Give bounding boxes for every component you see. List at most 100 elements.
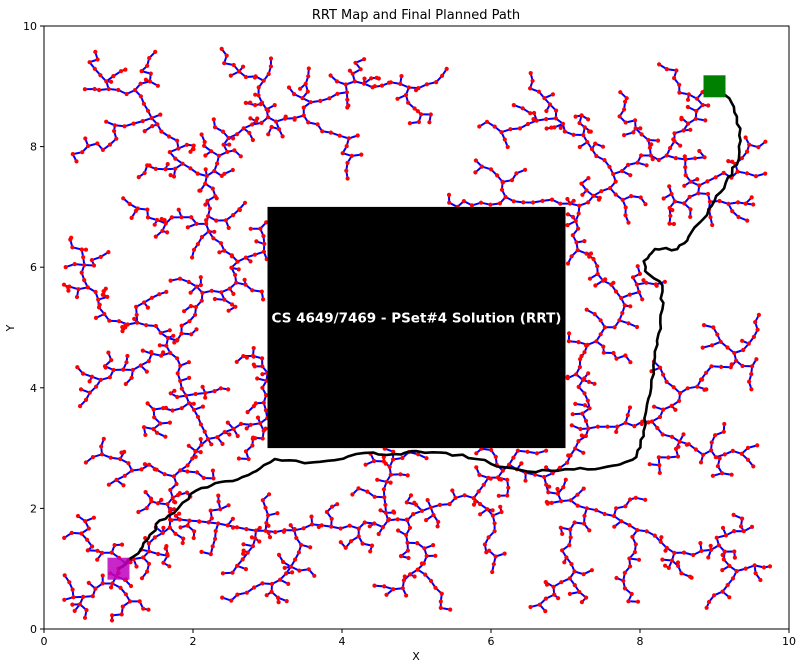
tree-node <box>90 544 95 549</box>
tree-node <box>758 577 763 583</box>
tree-node <box>146 359 151 364</box>
tree-node <box>81 594 86 600</box>
tree-node <box>478 200 484 205</box>
tree-node <box>312 573 317 578</box>
tree-node <box>569 562 574 567</box>
tree-node <box>180 161 185 166</box>
tree-node <box>688 179 693 184</box>
tree-node <box>577 589 582 595</box>
tree-node <box>264 220 269 225</box>
tree-node <box>344 90 349 95</box>
tree-node <box>231 213 236 218</box>
tree-node <box>151 407 156 412</box>
tree-node <box>573 218 578 224</box>
tree-node <box>499 187 505 192</box>
tree-node <box>103 365 108 370</box>
tree-node <box>175 394 180 400</box>
tree-node <box>626 599 631 604</box>
tree-node <box>109 618 115 623</box>
tree-node <box>519 461 524 466</box>
tree-node <box>641 278 646 283</box>
tree-node <box>428 112 433 117</box>
tree-node <box>687 194 692 199</box>
tree-node <box>644 163 649 168</box>
plot-frame <box>43 25 790 630</box>
tree-node <box>511 103 516 108</box>
tree-node <box>294 535 299 541</box>
tree-node <box>246 456 251 462</box>
tree-node <box>627 523 632 528</box>
tree-node <box>723 533 729 538</box>
tree-node <box>376 531 381 537</box>
tree-node <box>577 203 582 208</box>
tree-node <box>101 292 106 297</box>
tree-node <box>334 79 339 84</box>
tree-node <box>218 241 224 246</box>
tree-node <box>146 541 151 546</box>
tree-node <box>585 398 590 403</box>
tree-node <box>193 449 198 454</box>
tree-node <box>573 446 578 451</box>
tree-node <box>692 156 698 161</box>
tree-node <box>119 612 124 617</box>
tree-node <box>163 221 168 226</box>
tree-node <box>672 550 677 556</box>
tree-node <box>110 613 115 618</box>
tree-node <box>86 580 91 586</box>
tree-node <box>243 567 248 572</box>
tree-node <box>699 548 704 554</box>
tree-node <box>490 508 495 513</box>
tree-node <box>589 568 595 573</box>
tree-node <box>700 102 705 108</box>
tree-node <box>689 575 694 580</box>
tree-node <box>583 418 589 423</box>
tree-node <box>81 255 86 260</box>
tree-node <box>165 230 170 235</box>
tree-node <box>592 381 597 386</box>
tree-node <box>582 239 587 244</box>
tree-node <box>144 369 149 374</box>
tree-node <box>435 524 440 529</box>
tree-node <box>155 217 160 223</box>
tree-node <box>383 510 388 515</box>
tree-node <box>165 551 170 556</box>
tree-node <box>419 561 424 566</box>
tree-node <box>676 563 681 569</box>
tree-node <box>686 92 691 97</box>
tree-node <box>186 443 191 448</box>
tree-node <box>140 348 145 353</box>
tree-node <box>745 149 750 154</box>
tree-node <box>198 422 203 427</box>
tree-node <box>132 88 138 93</box>
tree-node <box>141 101 146 106</box>
tree-node <box>202 143 207 148</box>
tree-node <box>261 234 266 239</box>
tree-node <box>93 315 99 320</box>
final-path <box>117 85 742 570</box>
tree-node <box>105 294 110 299</box>
tree-node <box>254 239 259 244</box>
tree-node <box>241 64 246 69</box>
tree-node <box>226 387 231 392</box>
tree-node <box>216 493 221 498</box>
tree-node <box>372 84 377 89</box>
tree-node <box>175 337 180 342</box>
tree-node <box>577 120 582 126</box>
tree-node <box>499 509 504 515</box>
tree-node <box>111 74 116 79</box>
tree-node <box>560 531 565 537</box>
tree-node <box>562 129 567 134</box>
tree-node <box>584 307 589 312</box>
tree-node <box>93 49 98 55</box>
tree-node <box>169 518 174 523</box>
tree-node <box>436 519 441 525</box>
tree-node <box>576 439 581 444</box>
tree-node <box>112 123 117 128</box>
tree-node <box>112 543 117 548</box>
tree-node <box>237 69 242 74</box>
tree-node <box>528 86 533 91</box>
tree-node <box>558 125 563 130</box>
tree-node <box>579 600 585 605</box>
tree-node <box>639 132 644 137</box>
tree-node <box>301 113 306 118</box>
